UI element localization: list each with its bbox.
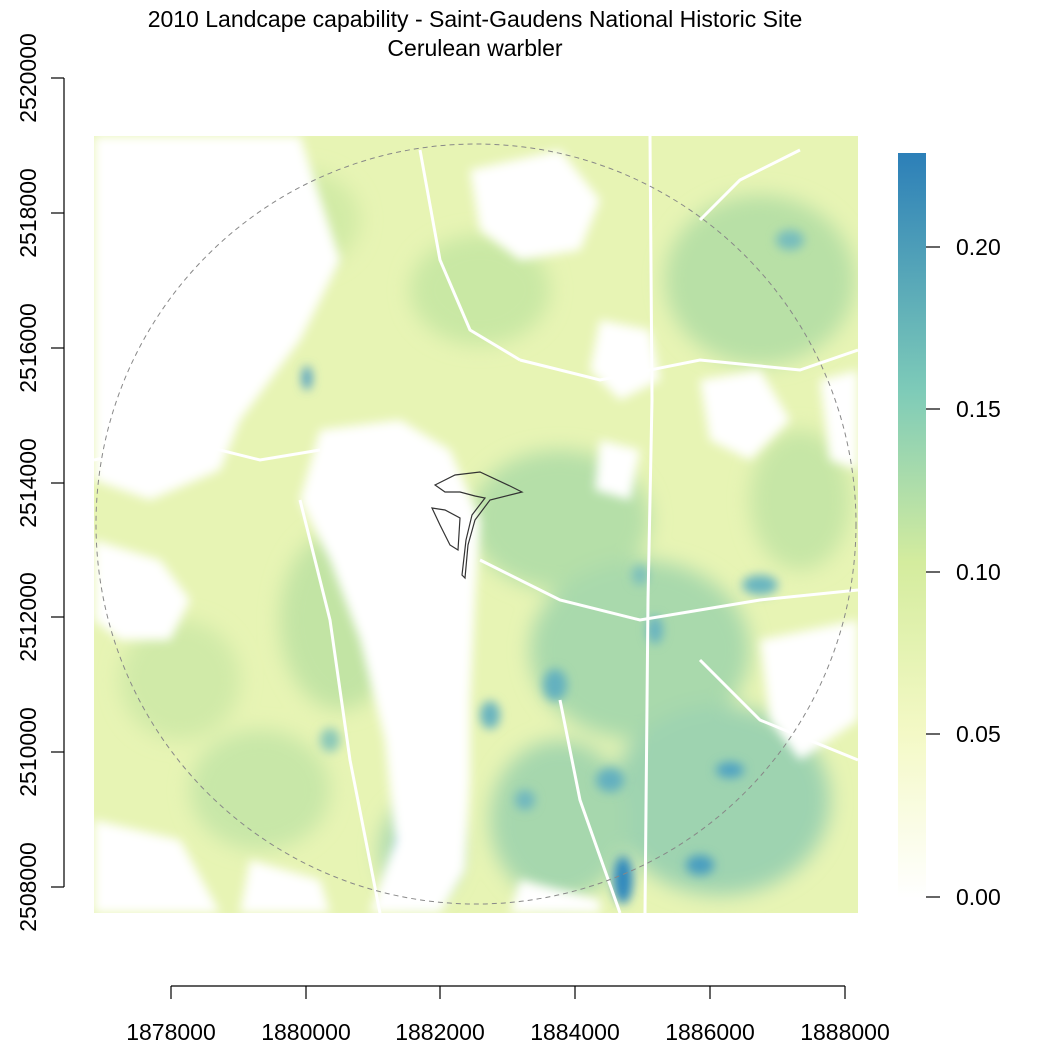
- x-axis: 1878000 1880000 1882000 1884000 1886000 …: [126, 985, 890, 1045]
- legend-tick-label: 0.00: [956, 884, 1001, 910]
- x-tick-label: 1884000: [530, 1019, 620, 1045]
- y-tick-label: 2508000: [15, 842, 41, 932]
- x-tick-label: 1886000: [665, 1019, 755, 1045]
- y-tick-label: 2520000: [15, 33, 41, 123]
- y-axis: 2508000 2510000 2512000 2514000 2516000 …: [15, 33, 65, 932]
- legend-tick-label: 0.05: [956, 721, 1001, 747]
- site-outline: [430, 471, 524, 580]
- x-tick-label: 1888000: [800, 1019, 890, 1045]
- color-legend: 0.00 0.05 0.10 0.15 0.20: [898, 153, 1001, 910]
- x-tick-label: 1880000: [261, 1019, 351, 1045]
- legend-tick-label: 0.15: [956, 396, 1001, 422]
- legend-tick-label: 0.20: [956, 234, 1001, 260]
- buffer-boundary-circle: [95, 143, 857, 905]
- y-tick-label: 2516000: [15, 303, 41, 393]
- y-tick-label: 2514000: [15, 438, 41, 528]
- y-tick-label: 2512000: [15, 572, 41, 662]
- y-tick-label: 2510000: [15, 707, 41, 797]
- raster-map: [94, 136, 858, 913]
- linear-features: [94, 136, 858, 913]
- y-tick-label: 2518000: [15, 168, 41, 258]
- y-axis-ticks: [51, 77, 64, 888]
- title-line-2: Cerulean warbler: [387, 35, 562, 61]
- title-line-1: 2010 Landcape capability - Saint-Gaudens…: [148, 6, 803, 32]
- color-bar: [898, 153, 926, 898]
- x-tick-label: 1882000: [395, 1019, 485, 1045]
- x-tick-label: 1878000: [126, 1019, 216, 1045]
- non-habitat-areas: [94, 136, 858, 913]
- x-axis-ticks: [170, 986, 846, 999]
- legend-ticks: [926, 246, 940, 898]
- legend-tick-label: 0.10: [956, 559, 1001, 585]
- map-title: 2010 Landcape capability - Saint-Gaudens…: [148, 6, 803, 61]
- peak-capability-spots: [302, 230, 804, 904]
